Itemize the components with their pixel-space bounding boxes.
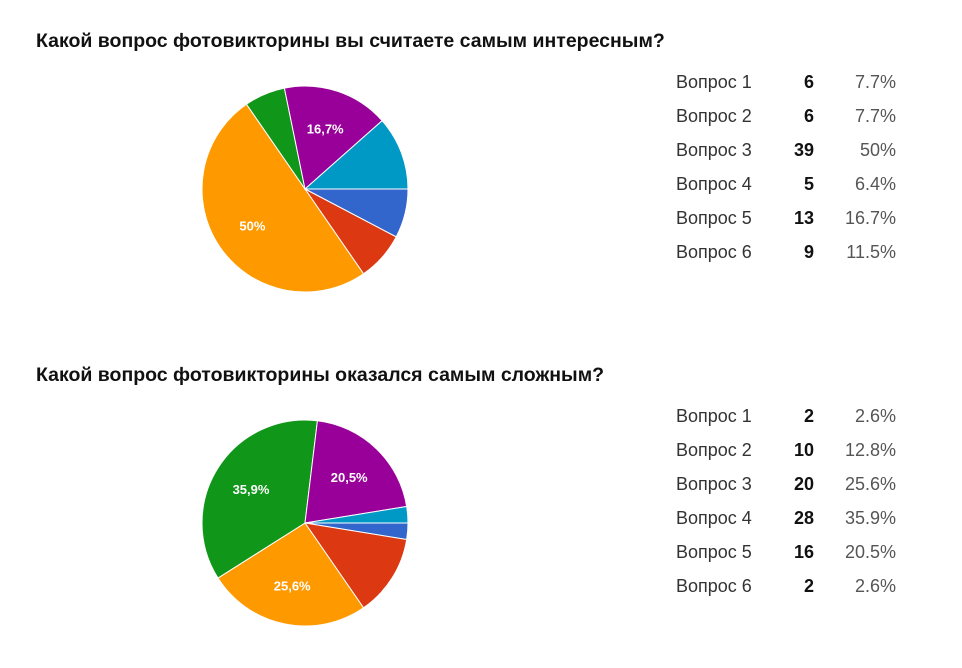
- legend-label: Вопрос 5: [676, 208, 752, 228]
- pie-slice-6: [304, 505, 409, 524]
- legend-count: 10: [793, 440, 814, 460]
- slice-label-3: 50%: [239, 218, 265, 233]
- legend-label: Вопрос 4: [676, 508, 752, 528]
- legend-row: Вопрос 1 6 7.7%: [676, 68, 916, 102]
- legend-count: 2: [803, 406, 814, 426]
- legend-percent: 35.9%: [844, 508, 896, 528]
- legend-percent: 16.7%: [844, 208, 896, 228]
- pie-slice-4: [201, 419, 318, 579]
- legend-percent: 2.6%: [854, 576, 896, 596]
- pie-chart-interesting: 50% 16,7%: [201, 85, 409, 293]
- pie-slice-5: [283, 85, 383, 190]
- legend-row: Вопрос 6 9 11.5%: [676, 238, 916, 272]
- slice-label-4: 35,9%: [233, 482, 270, 497]
- legend-row: Вопрос 4 28 35.9%: [676, 504, 916, 538]
- legend-row: Вопрос 2 10 12.8%: [676, 436, 916, 470]
- legend-percent: 6.4%: [854, 174, 896, 194]
- slice-label-5: 20,5%: [331, 470, 368, 485]
- legend-label: Вопрос 6: [676, 576, 752, 596]
- slice-label-5: 16,7%: [307, 121, 344, 136]
- legend-percent: 2.6%: [854, 406, 896, 426]
- legend-label: Вопрос 3: [676, 474, 752, 494]
- legend-row: Вопрос 3 39 50%: [676, 136, 916, 170]
- legend-table-interesting: Вопрос 1 6 7.7% Вопрос 2 6 7.7% Вопрос 3 39 50% В…: [676, 68, 916, 272]
- legend-count: 28: [793, 508, 814, 528]
- legend-percent: 7.7%: [854, 72, 896, 92]
- legend-row: Вопрос 4 5 6.4%: [676, 170, 916, 204]
- pie-slice-3: [217, 522, 365, 627]
- pie-slice-6: [303, 119, 409, 190]
- legend-count: 6: [803, 106, 814, 126]
- chart-title: Какой вопрос фотовикторины оказался самы…: [36, 364, 605, 386]
- legend-table-hardest: Вопрос 1 2 2.6% Вопрос 2 10 12.8% Вопрос 3 20 25…: [676, 402, 916, 606]
- legend-percent: 11.5%: [846, 242, 896, 262]
- legend-count: 9: [803, 242, 814, 262]
- legend-percent: 7.7%: [854, 106, 896, 126]
- legend-row: Вопрос 1 2 2.6%: [676, 402, 916, 436]
- legend-percent: 50%: [859, 140, 896, 160]
- legend-count: 39: [793, 140, 814, 160]
- legend-count: 16: [793, 542, 814, 562]
- legend-percent: 25.6%: [844, 474, 896, 494]
- legend-label: Вопрос 4: [676, 174, 752, 194]
- legend-row: Вопрос 5 16 20.5%: [676, 538, 916, 572]
- legend-count: 2: [803, 576, 814, 596]
- chart-section-interesting: Какой вопрос фотовикторины вы считаете с…: [36, 30, 916, 293]
- legend-row: Вопрос 6 2 2.6%: [676, 572, 916, 606]
- legend-label: Вопрос 1: [676, 72, 752, 92]
- legend-count: 20: [793, 474, 814, 494]
- legend-label: Вопрос 3: [676, 140, 752, 160]
- legend-percent: 20.5%: [844, 542, 896, 562]
- legend-count: 5: [803, 174, 814, 194]
- legend-row: Вопрос 5 13 16.7%: [676, 204, 916, 238]
- legend-label: Вопрос 2: [676, 106, 752, 126]
- legend-label: Вопрос 6: [676, 242, 752, 262]
- chart-title: Какой вопрос фотовикторины вы считаете с…: [36, 30, 665, 52]
- legend-count: 13: [793, 208, 814, 228]
- legend-label: Вопрос 2: [676, 440, 752, 460]
- legend-label: Вопрос 1: [676, 406, 752, 426]
- pie-slice-2: [303, 522, 408, 609]
- chart-section-hardest: Какой вопрос фотовикторины оказался самы…: [0, 334, 962, 668]
- pie-slice-3: [201, 103, 365, 293]
- pie-slice-5: [304, 420, 408, 524]
- pie-chart-hardest: 25,6% 35,9% 20,5%: [201, 419, 409, 627]
- legend-count: 6: [803, 72, 814, 92]
- legend-label: Вопрос 5: [676, 542, 752, 562]
- legend-row: Вопрос 3 20 25.6%: [676, 470, 916, 504]
- slice-label-3: 25,6%: [274, 579, 311, 594]
- legend-row: Вопрос 2 6 7.7%: [676, 102, 916, 136]
- legend-percent: 12.8%: [844, 440, 896, 460]
